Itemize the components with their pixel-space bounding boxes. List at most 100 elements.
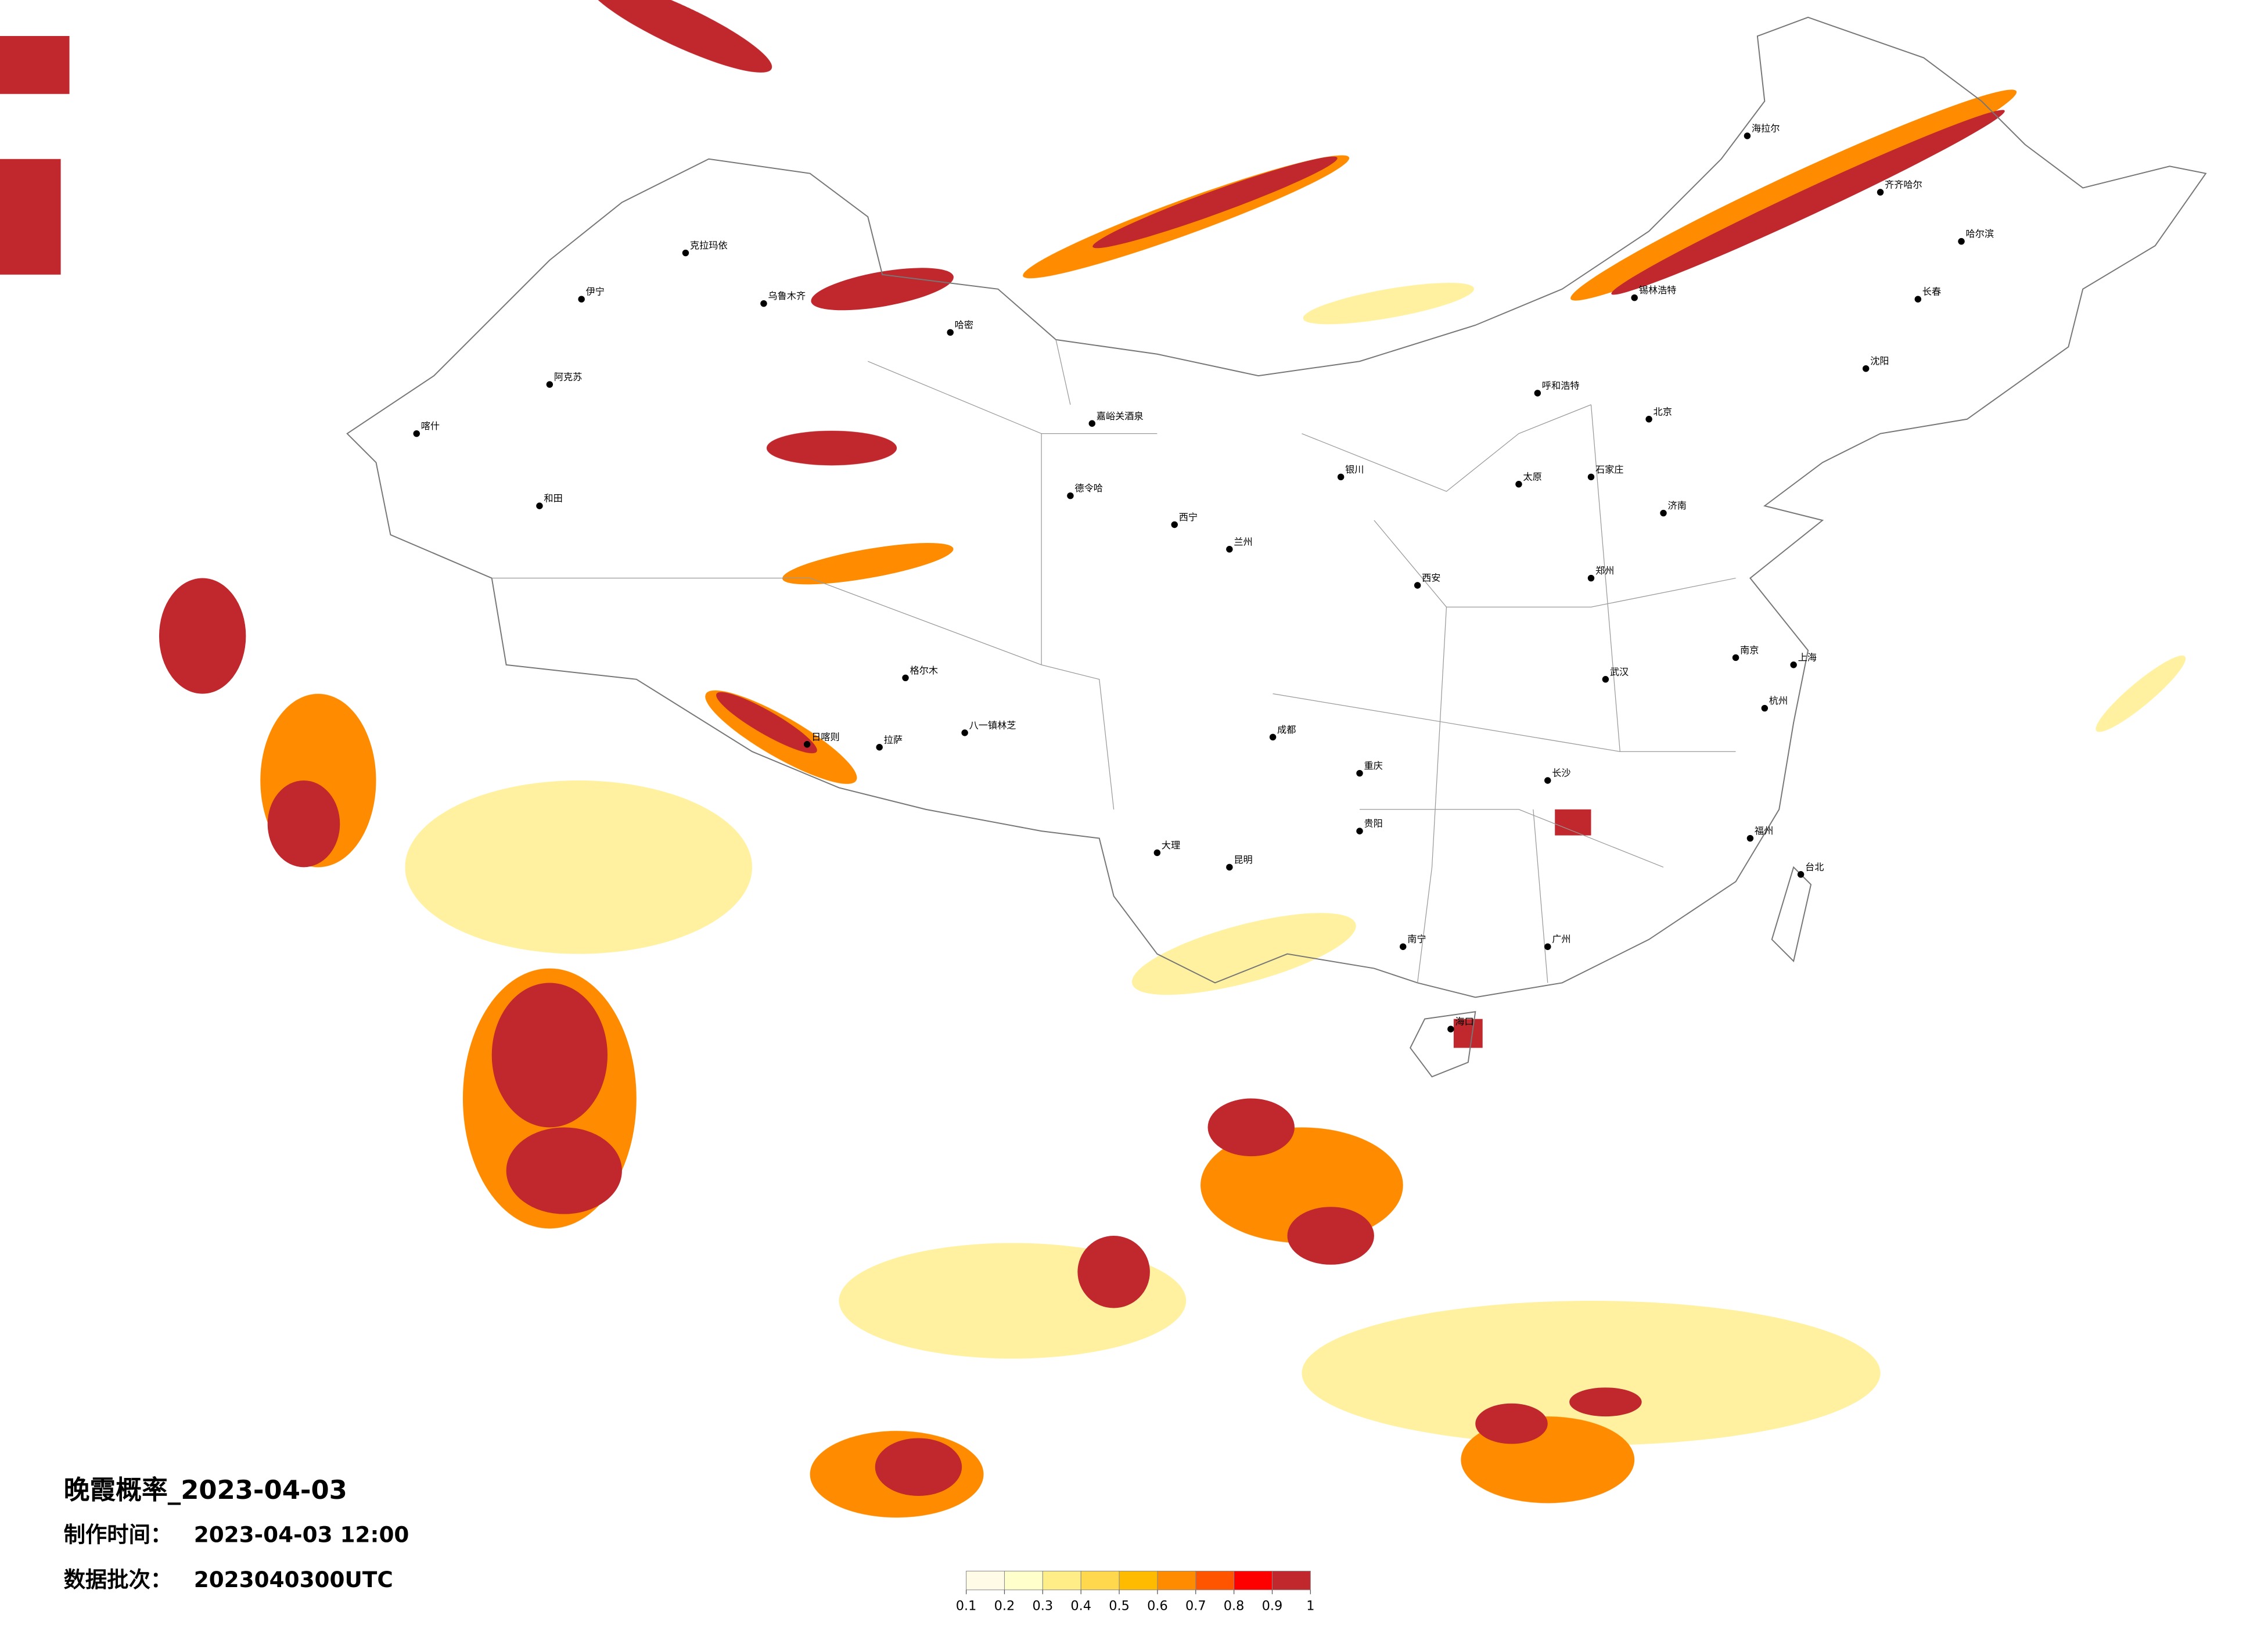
city-marker — [1862, 365, 1870, 372]
city-label: 南宁 — [1407, 934, 1426, 945]
city-marker — [1447, 1026, 1454, 1033]
city-label: 石家庄 — [1595, 464, 1624, 475]
city-marker — [1356, 828, 1363, 834]
colorbar-segment — [966, 1570, 1005, 1591]
city-marker — [682, 249, 689, 257]
city-marker — [1269, 733, 1277, 741]
city-marker — [536, 502, 543, 509]
city-marker — [1067, 492, 1074, 499]
colorbar-tick-label: 1 — [1306, 1599, 1314, 1614]
city-label: 杭州 — [1769, 695, 1788, 706]
city-label: 德令哈 — [1074, 483, 1103, 494]
city-marker — [760, 300, 767, 307]
city-label: 长春 — [1922, 286, 1941, 297]
city-label: 伊宁 — [586, 286, 605, 297]
city-marker — [1914, 296, 1922, 303]
city-marker — [1226, 864, 1233, 871]
probability-field — [0, 0, 2186, 1518]
city-marker — [1587, 574, 1595, 582]
city-label: 日喀则 — [811, 731, 840, 742]
colorbar-tick-label: 0.7 — [1185, 1599, 1206, 1614]
city-marker — [1534, 390, 1541, 397]
meta-value: 2023-04-03 12:00 — [194, 1522, 409, 1548]
city-label: 台北 — [1805, 861, 1824, 872]
city-marker — [902, 674, 909, 682]
city-label: 嘉峪关酒泉 — [1097, 411, 1144, 422]
city-marker — [1761, 704, 1769, 712]
city-label: 大理 — [1162, 840, 1180, 851]
colorbar-tick-label: 0.5 — [1109, 1599, 1130, 1614]
city-label: 长沙 — [1552, 768, 1570, 779]
taiwan-outline — [1771, 866, 1812, 963]
city-marker — [1399, 943, 1407, 950]
colorbar-segment — [1234, 1570, 1273, 1591]
city-label: 福州 — [1755, 825, 1773, 836]
city-label: 喀什 — [421, 420, 440, 431]
city-label: 锡林浩特 — [1639, 285, 1677, 296]
city-marker — [1645, 416, 1652, 423]
city-marker — [1790, 661, 1797, 668]
city-label: 兰州 — [1234, 536, 1252, 547]
city-marker — [1414, 582, 1421, 589]
colorbar-segment — [1271, 1570, 1311, 1591]
city-marker — [1602, 676, 1609, 683]
city-label: 西宁 — [1179, 512, 1198, 523]
city-label: 西安 — [1422, 573, 1440, 584]
colorbar-tick-label: 0.8 — [1224, 1599, 1245, 1614]
colorbar-tick-label: 0.1 — [956, 1599, 977, 1614]
city-marker — [1515, 481, 1522, 488]
city-marker — [961, 729, 968, 736]
city-label: 南京 — [1740, 645, 1759, 656]
city-label: 成都 — [1277, 724, 1296, 735]
meta-value: 2023040300UTC — [194, 1567, 393, 1592]
city-label: 广州 — [1552, 934, 1570, 945]
city-label: 克拉玛依 — [690, 240, 728, 251]
city-marker — [578, 296, 585, 303]
city-marker — [1544, 943, 1551, 950]
city-marker — [1088, 420, 1096, 427]
city-label: 北京 — [1654, 406, 1672, 417]
colorbar-tick-label: 0.4 — [1070, 1599, 1091, 1614]
city-label: 海拉尔 — [1752, 123, 1780, 134]
city-marker — [1958, 238, 1965, 245]
city-marker — [1171, 521, 1178, 528]
city-label: 昆明 — [1234, 854, 1252, 865]
city-label: 齐齐哈尔 — [1885, 179, 1922, 190]
colorbar-segment — [1004, 1570, 1043, 1591]
city-marker — [1877, 189, 1884, 196]
city-label: 哈尔滨 — [1965, 228, 1994, 239]
colorbar-segment — [1119, 1570, 1158, 1591]
city-label: 和田 — [544, 493, 562, 504]
city-marker — [876, 744, 883, 751]
colorbar-tick-label: 0.6 — [1147, 1599, 1168, 1614]
city-label: 哈密 — [955, 319, 973, 330]
meta-label: 数据批次： — [64, 1567, 172, 1592]
map-title: 晚霞概率_2023-04-03 — [64, 1474, 347, 1505]
city-label: 太原 — [1523, 471, 1541, 482]
colorbar-segment — [1080, 1570, 1120, 1591]
city-label: 沈阳 — [1870, 355, 1889, 366]
city-marker — [1660, 509, 1667, 517]
city-marker — [1153, 849, 1161, 857]
city-marker — [803, 741, 811, 748]
city-label: 郑州 — [1595, 565, 1614, 576]
city-marker — [1226, 546, 1233, 553]
city-marker — [1544, 777, 1551, 784]
colorbar-segment — [1195, 1570, 1235, 1591]
province-borders — [491, 339, 1736, 983]
city-label: 呼和浩特 — [1542, 380, 1580, 391]
city-label: 八一镇林芝 — [969, 720, 1016, 731]
hainan-outline — [1410, 1011, 1476, 1078]
city-label: 上海 — [1798, 652, 1817, 663]
city-marker — [1337, 473, 1345, 481]
colorbar-segment — [1157, 1570, 1196, 1591]
colorbar-segment — [1042, 1570, 1081, 1591]
colorbar-tick-label: 0.2 — [994, 1599, 1015, 1614]
city-label: 银川 — [1345, 464, 1364, 475]
city-marker — [1744, 132, 1751, 139]
meta-label: 制作时间： — [64, 1522, 172, 1548]
city-marker — [1732, 654, 1739, 661]
colorbar: 0.1 0.2 0.3 0.4 0.5 0.6 0.7 0.8 0.9 1 — [956, 1570, 1314, 1614]
